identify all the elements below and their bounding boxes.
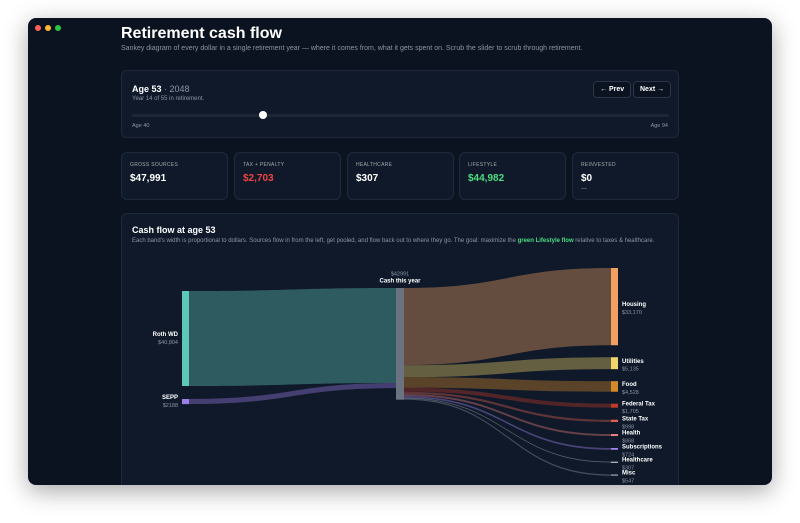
slider-max-label: Age 94 xyxy=(650,123,668,129)
stat-label: GROSS SOURCES xyxy=(130,162,179,168)
timeline-card: Age 53 · 2048 Year 14 of 55 in retiremen… xyxy=(121,70,679,138)
stat-label: TAX + PENALTY xyxy=(243,162,285,168)
year: · 2048 xyxy=(164,84,190,94)
use-name: Misc xyxy=(622,471,636,477)
use-value: $1,705 xyxy=(622,409,639,415)
use-node xyxy=(611,434,618,437)
use-value: $868 xyxy=(622,438,634,444)
flow-band xyxy=(404,397,611,463)
slider-thumb[interactable] xyxy=(259,111,267,119)
stat-card: HEALTHCARE $307 xyxy=(347,152,454,200)
timeline-note: Year 14 of 55 in retirement. xyxy=(132,96,205,102)
flow-band xyxy=(189,383,396,405)
stat-value: $0 xyxy=(581,173,593,184)
use-value: $724 xyxy=(622,452,634,458)
stat-card: GROSS SOURCES $47,991 xyxy=(121,152,228,200)
description-highlight: green Lifestyle flow xyxy=(517,238,574,244)
next-button[interactable]: Next → xyxy=(633,81,672,98)
description-text: relative to taxes & healthcare. xyxy=(573,238,655,244)
stat-value: $47,991 xyxy=(130,173,167,184)
source-value: $2188 xyxy=(163,403,178,409)
flow-title: Cash flow at age 53 xyxy=(132,225,216,235)
sankey: Roth WD $40,804 SEPP $2188 Housing $33,170 Uti… xyxy=(153,268,663,485)
use-node xyxy=(611,474,618,476)
flow-band xyxy=(404,268,611,366)
pool-value: $42991 xyxy=(391,271,409,277)
flow-band xyxy=(404,396,611,450)
stat-card: TAX + PENALTY $2,703 xyxy=(234,152,341,200)
stat-value: $2,703 xyxy=(243,173,274,184)
use-value: $547 xyxy=(622,479,634,485)
flow-band xyxy=(404,391,611,423)
use-node xyxy=(611,357,618,370)
use-node xyxy=(611,403,618,408)
use-node xyxy=(611,268,618,346)
age-heading: Age 53 · 2048 xyxy=(132,84,190,94)
flow-band xyxy=(404,387,611,408)
use-name: State Tax xyxy=(622,416,649,422)
use-name: Healthcare xyxy=(622,458,653,464)
page-title: Retirement cash flow xyxy=(121,25,282,42)
source-value: $40,804 xyxy=(158,340,178,346)
stat-label: LIFESTYLE xyxy=(468,162,498,168)
use-name: Subscriptions xyxy=(622,444,663,450)
stat-label: REINVESTED xyxy=(581,162,616,168)
source-node xyxy=(182,291,189,386)
stat-value: $44,982 xyxy=(468,173,505,184)
stat-note: — xyxy=(581,186,587,192)
page-subtitle: Sankey diagram of every dollar in a sing… xyxy=(121,45,583,52)
flow-band xyxy=(404,357,611,378)
zoom-button[interactable] xyxy=(55,25,61,31)
source-name: SEPP xyxy=(162,395,178,401)
flow-description: Each band's width is proportional to dol… xyxy=(132,237,657,246)
use-value: $307 xyxy=(622,466,634,472)
flow-band xyxy=(404,377,611,392)
stat-value: $307 xyxy=(356,173,379,184)
flow-band xyxy=(189,288,396,386)
source-name: Roth WD xyxy=(153,332,179,338)
use-name: Housing xyxy=(622,302,646,308)
flow-band xyxy=(404,398,611,476)
slider-track[interactable] xyxy=(132,114,669,117)
use-node xyxy=(611,381,618,392)
age: Age 53 xyxy=(132,84,162,94)
description-text: Each band's width is proportional to dol… xyxy=(132,238,518,244)
use-node xyxy=(611,461,618,463)
use-value: $5,135 xyxy=(622,367,639,373)
use-value: $33,170 xyxy=(622,310,642,316)
pool-label: Cash this year xyxy=(379,279,421,285)
pool-node xyxy=(396,288,404,400)
minimize-button[interactable] xyxy=(45,25,51,31)
use-value: $4,528 xyxy=(622,390,639,396)
stat-label: HEALTHCARE xyxy=(356,162,393,168)
slider-min-label: Age 40 xyxy=(132,123,150,129)
stat-card: REINVESTED $0 — xyxy=(572,152,679,200)
source-node xyxy=(182,399,189,405)
use-node xyxy=(611,448,618,450)
close-button[interactable] xyxy=(35,25,41,31)
use-name: Federal Tax xyxy=(622,401,656,407)
use-value: $998 xyxy=(622,424,634,430)
flow-band xyxy=(404,394,611,437)
app-window: Retirement cash flow Sankey diagram of e… xyxy=(28,18,772,485)
use-name: Food xyxy=(622,382,637,388)
stat-card: LIFESTYLE $44,982 xyxy=(459,152,566,200)
use-name: Health xyxy=(622,431,641,437)
prev-button[interactable]: ← Prev xyxy=(593,81,632,98)
use-name: Utilities xyxy=(622,359,644,365)
use-node xyxy=(611,419,618,423)
